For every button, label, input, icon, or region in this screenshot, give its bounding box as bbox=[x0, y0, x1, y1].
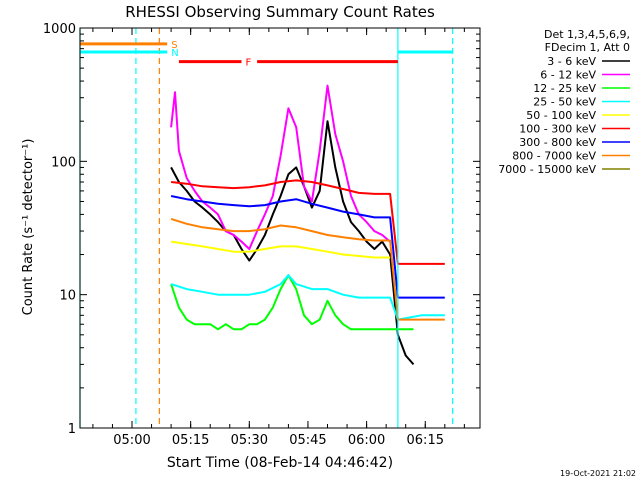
series-line bbox=[170, 179, 445, 265]
legend-label: 300 - 800 keV bbox=[519, 136, 596, 149]
series-line bbox=[170, 195, 445, 299]
series-line bbox=[170, 84, 391, 250]
legend-label: 6 - 12 keV bbox=[540, 69, 596, 82]
legend-header-2: FDecim 1, Att 0 bbox=[545, 41, 630, 54]
series-line bbox=[170, 120, 415, 366]
x-tick-label: 05:30 bbox=[231, 433, 268, 448]
series-line bbox=[170, 274, 445, 321]
y-tick-label: 1 bbox=[68, 422, 76, 437]
legend-label: 12 - 25 keV bbox=[533, 82, 596, 95]
legend-label: 100 - 300 keV bbox=[519, 123, 596, 136]
legend-label: 7000 - 15000 keV bbox=[498, 163, 596, 176]
series-line bbox=[170, 217, 445, 321]
chart-title: RHESSI Observing Summary Count Rates bbox=[125, 3, 435, 21]
legend-label: 800 - 7000 keV bbox=[512, 150, 596, 163]
legend-label: 3 - 6 keV bbox=[547, 55, 596, 68]
y-tick-label: 1000 bbox=[43, 22, 76, 37]
legend-label: 25 - 50 keV bbox=[533, 96, 596, 109]
y-axis-label: Count Rate (s⁻¹ detector⁻¹) bbox=[21, 139, 36, 316]
series-layer bbox=[170, 84, 445, 366]
x-tick-label: 05:00 bbox=[113, 433, 150, 448]
legend-label: 50 - 100 keV bbox=[526, 109, 596, 122]
y-tick-label: 100 bbox=[51, 155, 76, 170]
y-tick-label: 10 bbox=[59, 289, 76, 304]
flag-label: N bbox=[171, 48, 178, 59]
flag-label: F bbox=[245, 58, 251, 69]
legend-header-1: Det 1,3,4,5,6,9, bbox=[544, 28, 630, 41]
x-axis-label: Start Time (08-Feb-14 04:46:42) bbox=[167, 455, 393, 471]
x-tick-label: 05:45 bbox=[289, 433, 326, 448]
x-tick-label: 06:15 bbox=[407, 433, 444, 448]
series-line bbox=[170, 240, 391, 259]
flag-label: S bbox=[171, 40, 177, 51]
flag-layer: SN F bbox=[80, 40, 453, 69]
footer-date: 19-Oct-2021 21:02 bbox=[560, 469, 636, 478]
x-tick-label: 05:15 bbox=[172, 433, 209, 448]
x-tick-label: 06:00 bbox=[348, 433, 385, 448]
plot-frame bbox=[79, 27, 481, 429]
